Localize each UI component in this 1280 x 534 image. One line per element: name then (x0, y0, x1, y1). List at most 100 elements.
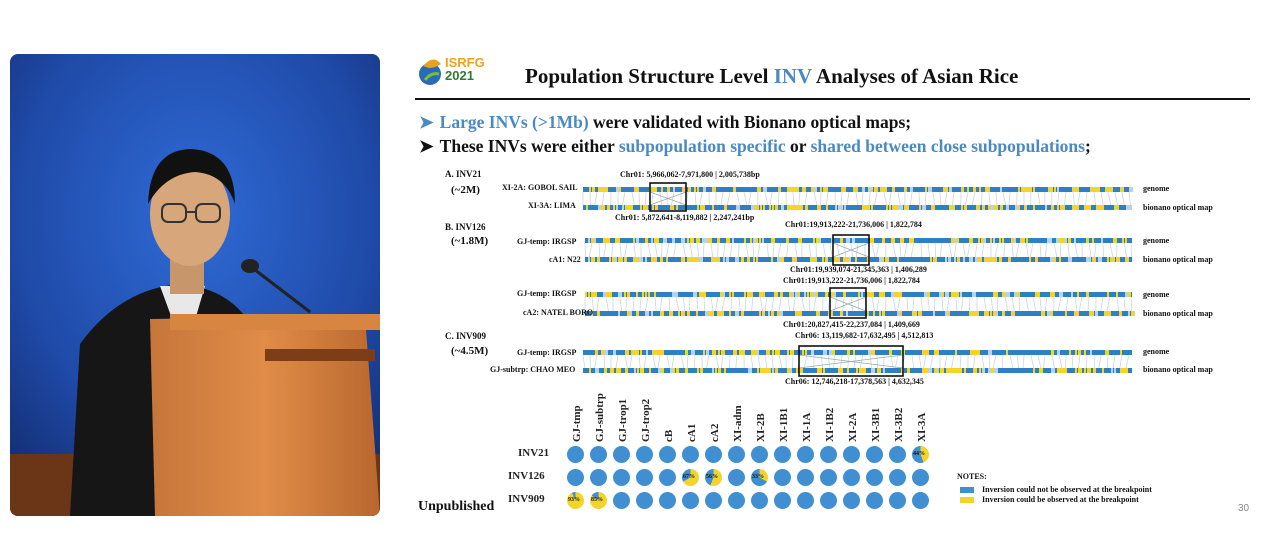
inv21-genome-track-segment (844, 187, 846, 192)
inv909-genome-track-segment (658, 350, 661, 355)
pie-inv21-xi-3a (912, 446, 929, 463)
inv909-bionano-track-segment (847, 368, 849, 373)
inv126-a-genome-track-segment (753, 238, 756, 243)
inv126-b-genome-track-segment (780, 292, 783, 297)
inv126-a-genome-track-segment (1122, 238, 1124, 243)
inv909-bionano-track-segment (934, 368, 938, 373)
inv126-a-link (611, 242, 614, 258)
inv909-bionano-track-segment (1078, 368, 1082, 373)
inv126-b-link (591, 296, 595, 312)
note-absent: Inversion could not be observed at the b… (960, 485, 1152, 494)
inv21-genome-track-segment (1048, 187, 1051, 192)
pie-inv126-xi-1b2 (820, 469, 837, 486)
inv909-bionano-track-segment (1051, 368, 1055, 373)
inv126-b-bionano-track-segment (777, 311, 781, 316)
inv909-genome-track-segment (805, 350, 807, 355)
inv126-a-link (871, 242, 876, 258)
inv126-a-genome-track-segment (900, 238, 904, 243)
pie-inv126-xi-1b1 (774, 469, 791, 486)
inv126-a-bionano-track-segment (624, 257, 627, 262)
inv126-b-link (941, 296, 944, 312)
inv126-b-genome-track-segment (954, 292, 958, 297)
inv126-b-link (1018, 296, 1021, 312)
inv126-a-link (962, 242, 966, 258)
inv126-a-bionano-track-segment (810, 257, 813, 262)
inv126-a-genome-track-segment (1062, 238, 1066, 243)
inv21-genome-track-segment (634, 187, 638, 192)
inv126-b-bionano-track-segment (945, 311, 949, 316)
inv126-b-bionano-track-segment (708, 311, 712, 316)
inv126-a-link (666, 242, 670, 258)
inv126-a-genome-track-segment (1065, 238, 1067, 243)
inv126-b-link (946, 296, 950, 312)
speaker-video (10, 54, 380, 516)
inv126-a-genome-track-segment (1101, 238, 1103, 243)
inv909-bionano-track-segment (772, 368, 774, 373)
inv126-a-bionano-track-segment (717, 257, 720, 262)
pie-inv21-xi-1b1 (774, 446, 791, 463)
inv126-a-bionano-track-segment (1068, 257, 1072, 262)
inv126-b-bionano-track-segment (969, 311, 973, 316)
inv909-link (894, 354, 899, 369)
inv909-link (624, 354, 628, 369)
inv126-a-bionano-track-segment (846, 257, 850, 262)
inv909-bionano-track-segment (979, 368, 981, 373)
inv909-genome-track-segment (757, 350, 759, 355)
inv126-a-genome-track-segment (951, 238, 954, 243)
inv909-bionano-track-segment (649, 368, 651, 373)
inv909-genome-track-segment (868, 350, 872, 355)
inv126-b-bionano-track-segment (627, 311, 631, 316)
inv126-b-bionano-track-segment (771, 311, 774, 316)
inv126-b-genome-track-segment (1053, 292, 1055, 297)
inv126-a-genome-track-segment (1047, 238, 1050, 243)
section-b-row2-label: cA1: N22 (549, 255, 581, 264)
inv21-genome-track-segment (814, 187, 817, 192)
inv126-a-link (910, 242, 915, 258)
inv126-b-genome-track-segment (795, 292, 799, 297)
inv21-genome-track-segment (823, 187, 826, 192)
inv21-bionano-track-segment (646, 205, 648, 210)
inv21-bionano-track-segment (994, 205, 998, 210)
inv126-a-genome-track-segment (603, 238, 607, 243)
inv126-b-genome-track-segment (723, 292, 725, 297)
inv126-b-genome-track-segment (642, 292, 644, 297)
inv126-b-link (1065, 296, 1069, 312)
inv126-b-link (1057, 296, 1062, 312)
column-header-xi-2a: XI-2A (847, 412, 859, 442)
bullet-1-highlight: Large INVs (>1Mb) (439, 112, 589, 132)
inv909-bionano-track-segment (820, 368, 822, 373)
arrow-bullet-icon: ➤ (419, 136, 434, 156)
inv21-bionano-track-segment (907, 205, 909, 210)
inv126-a-link (904, 242, 908, 258)
title-suffix: Analyses of Asian Rice (811, 64, 1019, 88)
inv126-b-genome-track-segment (897, 292, 901, 297)
section-b-top-coord: Chr01:19,913,222-21,736,006 | 1,822,784 (785, 220, 922, 229)
inv126-b-bionano-track-segment (1050, 311, 1053, 316)
inv126-b-link (813, 296, 817, 312)
inv21-bionano-track-segment (586, 205, 588, 210)
inv21-bionano-track-segment (1060, 205, 1063, 210)
inv126-a-link (948, 242, 953, 258)
inv21-genome-track-segment (1105, 187, 1108, 192)
inv21-link (1128, 191, 1131, 206)
inv909-link (594, 354, 598, 369)
inv126-a-bionano-track-segment (837, 257, 840, 262)
inv21-bionano-track-segment (892, 205, 895, 210)
inv909-genome-track-segment (871, 350, 875, 355)
inv909-genome-track-segment (703, 350, 705, 355)
inv21-link (1008, 191, 1011, 206)
inv909-bionano-track-segment (991, 368, 994, 373)
inv126-a-genome-track-segment (633, 238, 635, 243)
inv126-b-genome-track-segment (744, 292, 746, 297)
inv909-bionano-track-segment (1039, 368, 1043, 373)
inv126-a-link (786, 242, 789, 258)
inv21-genome-track-segment (961, 187, 964, 192)
inv21-genome-track-segment (874, 187, 878, 192)
inv21-genome-track-segment (1108, 187, 1111, 192)
inv21-link (855, 191, 859, 206)
section-c-row1-label: GJ-temp: IRGSP (517, 348, 577, 357)
inv21-bionano-track-segment (1045, 205, 1047, 210)
inv909-bionano-track-segment (907, 368, 910, 373)
inv909-bionano-track-segment (640, 368, 644, 373)
inv126-b-link (703, 296, 706, 312)
